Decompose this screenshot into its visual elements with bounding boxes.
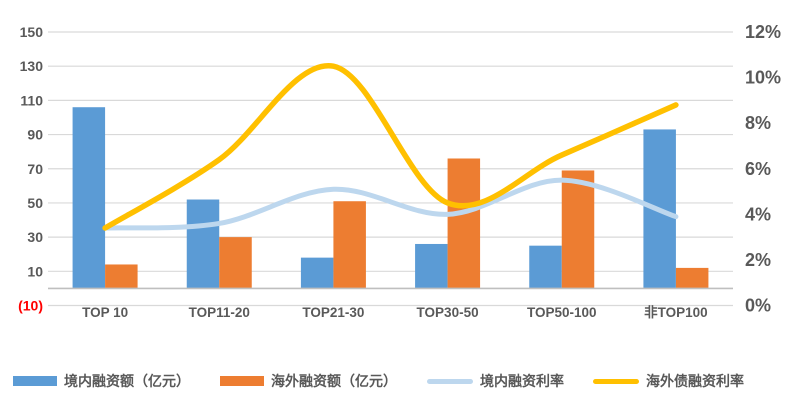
bar-overseas-financing: [561, 170, 595, 289]
legend-label: 境内融资利率: [480, 373, 564, 389]
left-axis-tick-label: 150: [20, 24, 44, 40]
legend-swatch: [427, 378, 473, 384]
legend-swatch: [13, 376, 57, 386]
right-axis-tick-label: 10%: [745, 68, 781, 88]
gridlines: [48, 31, 733, 307]
left-axis-tick-label: 10: [27, 263, 43, 279]
x-axis-category-label: TOP50-100: [527, 305, 597, 320]
legend-item: 境内融资利率: [427, 366, 564, 396]
left-axis-tick-label: 90: [27, 127, 43, 143]
left-axis-tick-label: (10): [18, 298, 43, 314]
x-axis-category-label: TOP 10: [82, 305, 128, 320]
bar-domestic-financing: [72, 107, 106, 289]
bar-overseas-financing: [447, 158, 481, 289]
right-axis-labels: 12% 10% 8% 6% 4% 2% 0%: [745, 22, 781, 316]
right-axis-tick-label: 6%: [745, 159, 771, 179]
combo-chart: 150 130 110 90 70 50 30 10 (10) 12% 10% 8% 6% 4% 2% 0% T…: [18, 22, 781, 320]
bar-overseas-financing: [675, 267, 709, 289]
bar-domestic-financing: [529, 245, 562, 289]
legend-label: 境内融资额（亿元）: [64, 373, 190, 389]
bar-domestic-financing: [415, 243, 448, 289]
right-axis-tick-label: 12%: [745, 22, 781, 42]
left-axis-labels: 150 130 110 90 70 50 30 10 (10): [18, 24, 43, 314]
x-axis-labels: TOP 10 TOP11-20 TOP21-30 TOP30-50 TOP50-100 非…: [82, 304, 708, 320]
x-axis-category-label: 非TOP100: [644, 304, 708, 320]
bar-overseas-financing: [105, 264, 138, 289]
left-axis-tick-label: 30: [27, 229, 43, 245]
bar-overseas-financing: [333, 201, 366, 289]
right-axis-tick-label: 4%: [745, 204, 771, 224]
line-group: [102, 63, 679, 231]
left-axis-tick-label: 50: [27, 195, 43, 211]
legend-label: 海外债融资利率: [646, 373, 744, 389]
chart-legend: 境内融资额（亿元） 海外融资额（亿元） 境内融资利率 海外债融资利率: [0, 366, 788, 396]
right-axis-tick-label: 0%: [745, 296, 771, 316]
legend-swatch: [593, 378, 639, 384]
legend-item: 境内融资额（亿元）: [13, 366, 190, 396]
right-axis-tick-label: 8%: [745, 113, 771, 133]
x-axis-category-label: TOP11-20: [189, 305, 250, 320]
left-axis-tick-label: 130: [20, 58, 44, 74]
left-axis-tick-label: 110: [20, 92, 43, 108]
bar-overseas-financing: [219, 237, 252, 289]
left-axis-tick-label: 70: [27, 161, 43, 177]
right-axis-tick-label: 2%: [745, 250, 771, 270]
legend-item: 海外债融资利率: [593, 366, 744, 396]
legend-swatch: [220, 376, 264, 386]
x-axis-category-label: TOP30-50: [417, 305, 479, 320]
bar-group: [72, 107, 709, 289]
line-domestic-rate: [102, 177, 679, 231]
legend-label: 海外融资额（亿元）: [271, 373, 397, 389]
legend-item: 海外融资额（亿元）: [220, 366, 397, 396]
bar-domestic-financing: [300, 257, 334, 289]
x-axis-category-label: TOP21-30: [302, 305, 364, 320]
bar-domestic-financing: [186, 199, 220, 289]
line-overseas-rate: [102, 63, 679, 231]
